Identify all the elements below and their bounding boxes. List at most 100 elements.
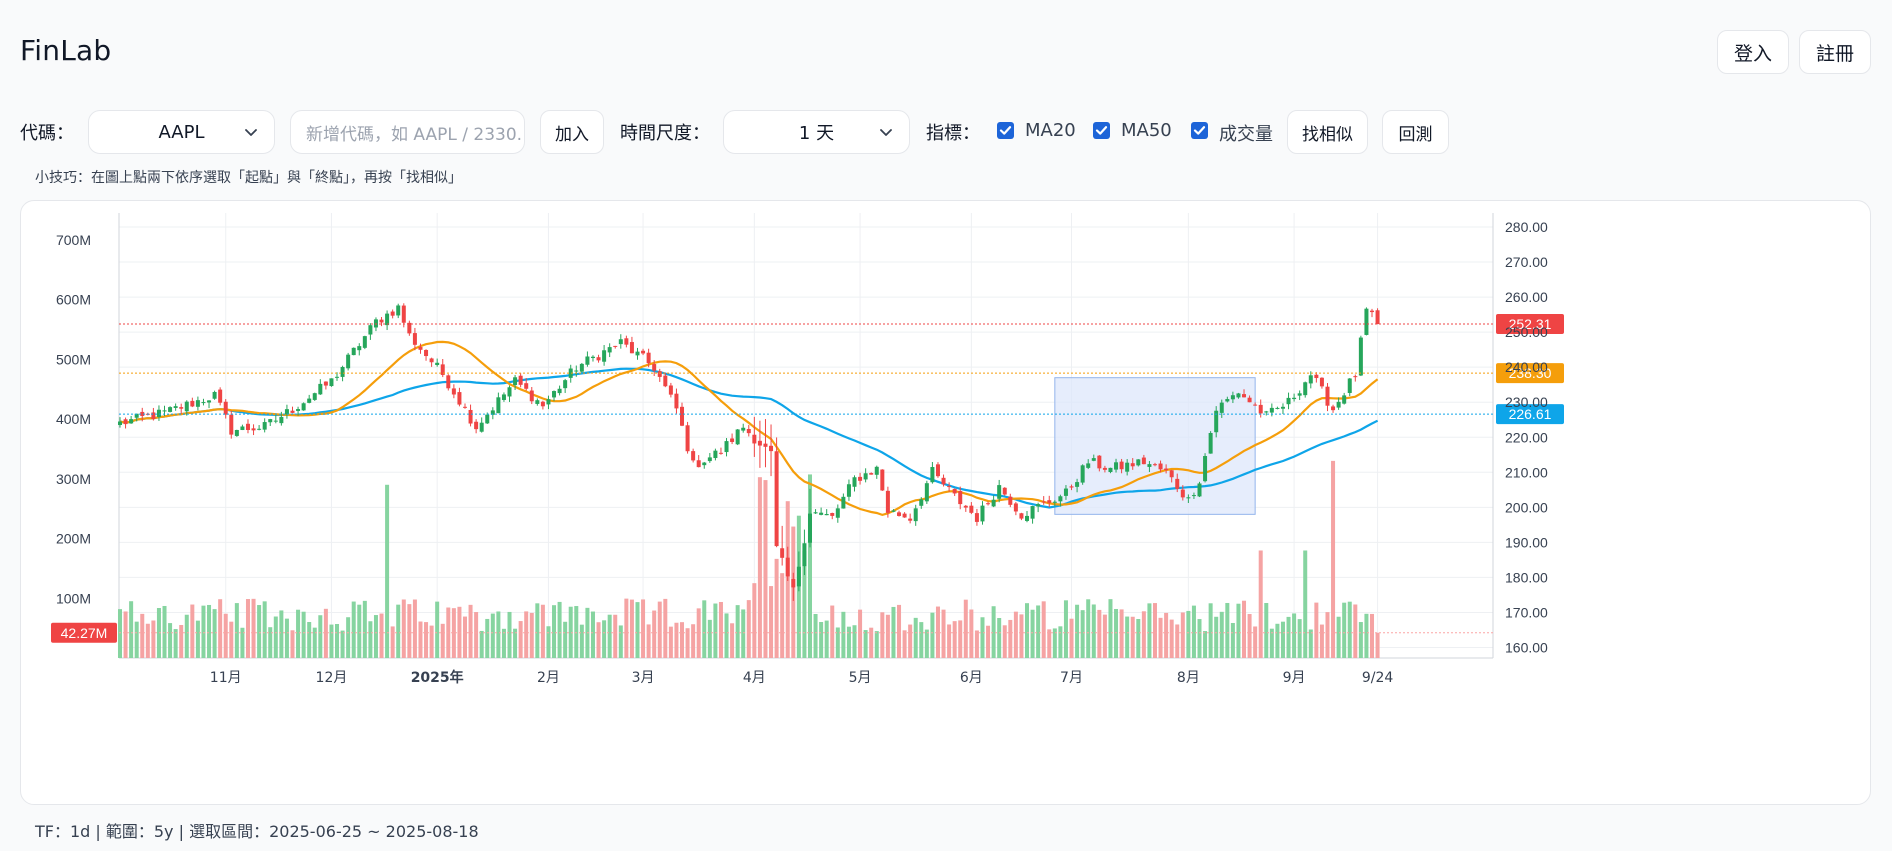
price-chart[interactable]: 252.31 238.30 226.61 42.27M 280.00 270.00 260.… bbox=[21, 201, 1872, 806]
candle-body bbox=[1286, 397, 1291, 405]
candle-body bbox=[613, 345, 618, 347]
volume-bar bbox=[1269, 628, 1274, 658]
candle-body bbox=[385, 313, 390, 326]
volume-bar bbox=[296, 609, 301, 658]
candle-body bbox=[696, 460, 701, 468]
candle-body bbox=[490, 410, 495, 415]
volume-bar bbox=[1063, 600, 1068, 658]
candle-body bbox=[824, 514, 829, 516]
volume-tick-label: 400M bbox=[56, 411, 91, 427]
timeframe-select[interactable]: 1 天 bbox=[723, 110, 910, 154]
check-icon bbox=[1193, 126, 1206, 135]
backtest-button[interactable]: 回測 bbox=[1382, 110, 1449, 154]
volume-tick-label: 700M bbox=[56, 232, 91, 248]
candle-body bbox=[1147, 464, 1152, 467]
candle-body bbox=[1325, 386, 1330, 406]
volume-tick-label: 600M bbox=[56, 292, 91, 308]
volume-bar bbox=[919, 622, 924, 658]
volume-bar bbox=[1314, 602, 1319, 658]
candle-body bbox=[1130, 463, 1135, 467]
volume-tick-label: 300M bbox=[56, 471, 91, 487]
volume-bar bbox=[579, 624, 584, 658]
ticker-select[interactable]: AAPL bbox=[88, 110, 275, 154]
volume-bar bbox=[245, 599, 250, 658]
candle-body bbox=[429, 358, 434, 363]
find-similar-button[interactable]: 找相似 bbox=[1287, 110, 1368, 154]
volume-checkbox[interactable] bbox=[1191, 122, 1208, 139]
volume-bar bbox=[707, 619, 712, 658]
volume-bar bbox=[1325, 612, 1330, 658]
volume-bar bbox=[412, 599, 417, 658]
volume-bar bbox=[1130, 616, 1135, 658]
volume-bar bbox=[774, 558, 779, 658]
volume-bar bbox=[262, 601, 267, 658]
candle-body bbox=[323, 381, 328, 386]
candle-body bbox=[129, 419, 134, 424]
volume-bar bbox=[1247, 614, 1252, 658]
candle-body bbox=[735, 429, 740, 445]
candle-body bbox=[763, 443, 768, 447]
ma20-checkbox[interactable] bbox=[997, 122, 1014, 139]
price-level-tag bbox=[1496, 363, 1564, 384]
volume-bar bbox=[1191, 605, 1196, 658]
volume-bar bbox=[1275, 623, 1280, 658]
time-tick-label: 6月 bbox=[960, 670, 983, 686]
candle-body bbox=[963, 505, 968, 508]
volume-bar bbox=[863, 630, 868, 658]
volume-bar bbox=[518, 621, 523, 658]
volume-bar bbox=[257, 605, 262, 658]
candle-body bbox=[668, 385, 673, 395]
candle-body bbox=[646, 352, 651, 364]
volume-bar bbox=[279, 610, 284, 658]
register-button[interactable]: 註冊 bbox=[1799, 30, 1871, 74]
candle-body bbox=[1108, 467, 1113, 473]
volume-bar bbox=[991, 606, 996, 658]
login-button[interactable]: 登入 bbox=[1717, 30, 1789, 74]
candle-body bbox=[485, 414, 490, 424]
candle-body bbox=[368, 325, 373, 335]
candle-body bbox=[1264, 411, 1269, 413]
volume-bar bbox=[752, 583, 757, 658]
candle-body bbox=[1047, 500, 1052, 503]
price-tick-label: 160.00 bbox=[1505, 639, 1548, 655]
volume-bar bbox=[184, 614, 189, 658]
candle-body bbox=[1208, 432, 1213, 454]
volume-bar bbox=[1019, 614, 1024, 658]
volume-bar bbox=[151, 620, 156, 658]
volume-bar bbox=[1214, 616, 1219, 658]
volume-bar bbox=[880, 612, 885, 658]
add-ticker-button[interactable]: 加入 bbox=[540, 110, 604, 154]
volume-bar bbox=[596, 622, 601, 658]
volume-bar bbox=[1125, 616, 1130, 658]
candle-body bbox=[373, 319, 378, 328]
volume-bar bbox=[1041, 601, 1046, 658]
volume-bar bbox=[268, 627, 273, 658]
volume-bar bbox=[1119, 609, 1124, 658]
candle-body bbox=[245, 423, 250, 430]
price-level-tag bbox=[1496, 314, 1564, 335]
candle-body bbox=[852, 477, 857, 487]
volume-bar bbox=[885, 614, 890, 658]
indicator-label: 指標： bbox=[926, 123, 980, 144]
add-ticker-input[interactable]: 新增代碼，如 AAPL / 2330. bbox=[290, 110, 525, 154]
ma50-checkbox[interactable] bbox=[1093, 122, 1110, 139]
candle-body bbox=[479, 422, 484, 432]
candle-body bbox=[1030, 506, 1035, 519]
candle-body bbox=[1230, 395, 1235, 400]
time-tick-label: 7月 bbox=[1060, 670, 1083, 686]
volume-bar bbox=[969, 609, 974, 658]
candle-body bbox=[1375, 310, 1380, 325]
candle-body bbox=[780, 548, 785, 558]
candle-body bbox=[540, 401, 545, 407]
candle-body bbox=[290, 410, 295, 413]
candle-body bbox=[663, 375, 668, 387]
candle-body bbox=[718, 452, 723, 454]
volume-bar bbox=[718, 601, 723, 658]
time-tick-label: 12月 bbox=[316, 670, 348, 686]
candle-body bbox=[312, 393, 317, 400]
candle-body bbox=[446, 375, 451, 389]
candle-body bbox=[296, 409, 301, 411]
volume-bar bbox=[897, 604, 902, 658]
candles bbox=[117, 303, 1380, 601]
volume-bar bbox=[1164, 612, 1169, 658]
